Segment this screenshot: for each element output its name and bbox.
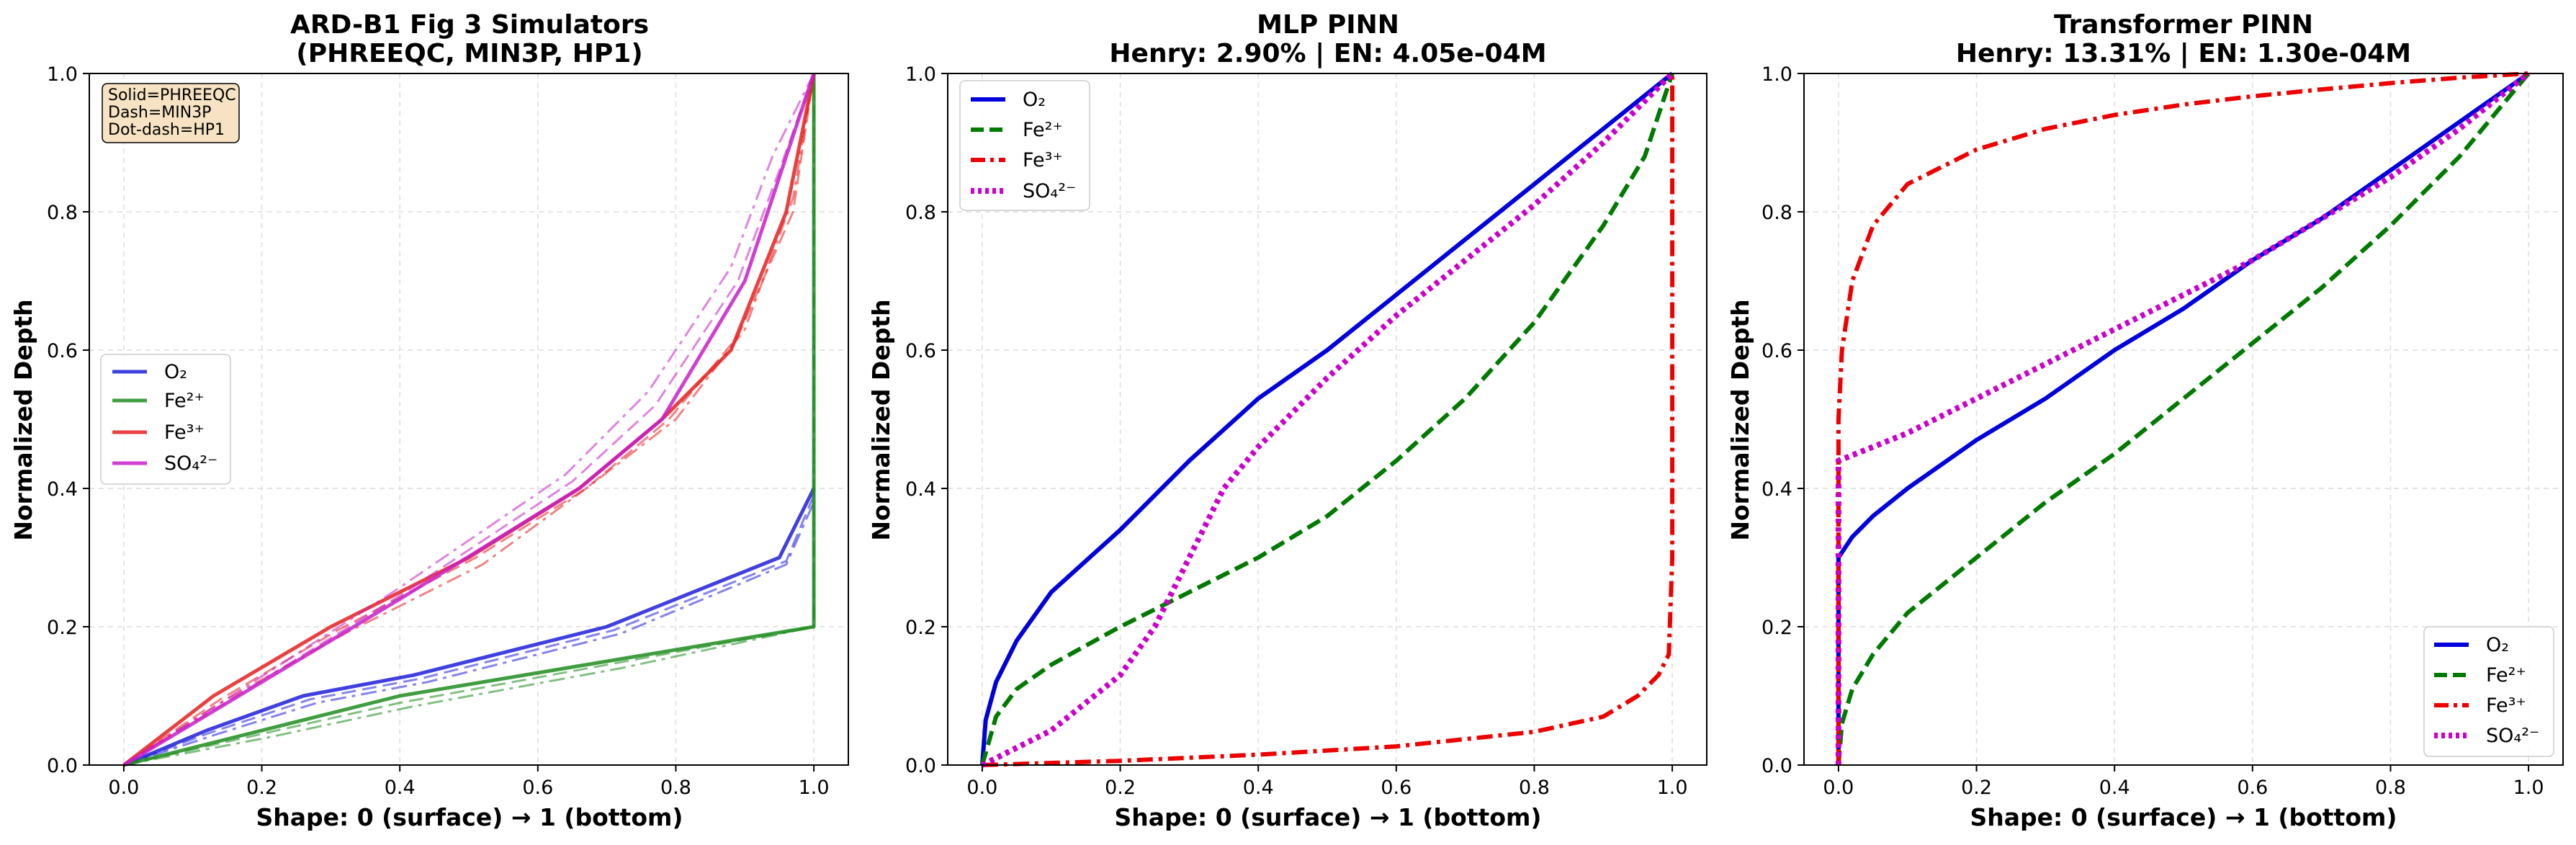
panel-simulators: ARD-B1 Fig 3 Simulators (PHREEQC, MIN3P,… — [9, 10, 849, 831]
legend: O₂ Fe²⁺ Fe³⁺ SO₄²⁻ — [2423, 626, 2554, 757]
legend-label-fe2: Fe²⁺ — [1023, 119, 1063, 141]
y-tick-label: 0.0 — [905, 755, 936, 777]
x-tick-label: 0.6 — [522, 777, 553, 799]
series-line-0 — [122, 487, 816, 767]
y-tick-label: 0.4 — [1762, 478, 1792, 501]
x-tick-label: 0.4 — [385, 777, 416, 799]
x-tick-label: 0.4 — [2099, 777, 2130, 799]
legend-label-so4: SO₄²⁻ — [2486, 725, 2539, 747]
x-axis-label: Shape: 0 (surface) → 1 (bottom) — [256, 803, 683, 831]
y-axis-label: Normalized Depth — [867, 299, 895, 540]
legend-label-fe3: Fe³⁺ — [2486, 694, 2526, 717]
y-tick-label: 0.2 — [905, 617, 936, 639]
series-line-0 — [979, 71, 1674, 766]
series-line-2 — [123, 501, 815, 766]
y-axis-label: Normalized Depth — [9, 299, 37, 540]
y-tick-label: 0.4 — [47, 478, 78, 501]
series-line-10 — [123, 73, 815, 766]
annotation-background — [102, 83, 240, 143]
x-tick-label: 0.6 — [1381, 777, 1412, 799]
series-line-1 — [123, 495, 815, 766]
x-tick-label: 0.0 — [108, 777, 139, 799]
legend-frame — [959, 80, 1090, 211]
panel-transformer-pinn: Transformer PINN Henry: 13.31% | EN: 1.3… — [1726, 10, 2564, 831]
x-tick-label: 0.2 — [246, 777, 277, 799]
y-tick-label: 0.6 — [905, 340, 936, 362]
series-line-9 — [122, 73, 816, 767]
legend-label-fe2: Fe²⁺ — [2486, 664, 2526, 687]
x-axis-label: Shape: 0 (surface) → 1 (bottom) — [1115, 803, 1542, 831]
series-line-1 — [1836, 72, 2531, 766]
legend: O₂ Fe²⁺ Fe³⁺ SO₄²⁻ — [100, 354, 231, 485]
x-tick-label: 1.0 — [1657, 777, 1688, 799]
legend-label-fe3: Fe³⁺ — [1023, 149, 1063, 171]
x-tick-label: 0.8 — [660, 777, 691, 799]
panel-mlp-pinn: MLP PINN Henry: 2.90% | EN: 4.05e-04M Sh… — [867, 10, 1707, 831]
legend-label-o2: O₂ — [1023, 89, 1046, 111]
x-tick-label: 0.2 — [1105, 777, 1136, 799]
series-line-1 — [980, 73, 1674, 766]
panel-title-line-1: ARD-B1 Fig 3 Simulators — [290, 10, 649, 40]
legend-label-fe3: Fe³⁺ — [164, 421, 205, 444]
legend-frame — [2423, 626, 2554, 757]
y-tick-label: 1.0 — [47, 63, 78, 86]
y-tick-label: 0.0 — [47, 755, 78, 777]
x-tick-label: 0.0 — [966, 777, 997, 799]
series-line-2 — [982, 73, 1675, 767]
y-tick-label: 0.2 — [1762, 617, 1792, 639]
legend-label-o2: O₂ — [164, 361, 187, 383]
series-line-5 — [123, 73, 815, 766]
y-tick-label: 1.0 — [905, 63, 936, 86]
panel-title-line-2: Henry: 13.31% | EN: 1.30e-04M — [1956, 39, 2411, 68]
annotation-box: Solid=PHREEQC Dash=MIN3P Dot-dash=HP1 — [102, 83, 240, 143]
panel-title-line-1: MLP PINN — [1257, 10, 1399, 40]
legend-label-o2: O₂ — [2486, 634, 2509, 656]
annotation-line-1: Solid=PHREEQC — [108, 86, 236, 104]
plot-frame — [1803, 73, 2564, 766]
y-tick-label: 0.6 — [1762, 340, 1792, 362]
plot-frame — [89, 73, 849, 766]
x-tick-label: 0.2 — [1961, 777, 1992, 799]
panel-title-line-2: Henry: 2.90% | EN: 4.05e-04M — [1109, 39, 1546, 68]
series-line-11 — [123, 73, 815, 766]
y-tick-label: 1.0 — [1762, 63, 1792, 86]
series-line-2 — [1836, 71, 2529, 765]
panel-title-line-2: (PHREEQC, MIN3P, HP1) — [296, 39, 643, 68]
y-tick-label: 0.0 — [1762, 755, 1792, 777]
y-tick-label: 0.6 — [47, 340, 78, 362]
x-tick-label: 0.6 — [2237, 777, 2268, 799]
legend: O₂ Fe²⁺ Fe³⁺ SO₄²⁻ — [959, 80, 1090, 211]
series-line-3 — [1835, 71, 2531, 765]
y-tick-label: 0.8 — [905, 202, 936, 224]
annotation-line-3: Dot-dash=HP1 — [108, 121, 225, 139]
legend-label-so4: SO₄²⁻ — [164, 452, 217, 475]
legend-label-fe2: Fe²⁺ — [164, 390, 205, 412]
x-tick-label: 1.0 — [2513, 777, 2544, 799]
series-line-8 — [123, 73, 815, 766]
y-axis-label: Normalized Depth — [1726, 299, 1754, 540]
panel-title-line-1: Transformer PINN — [2054, 10, 2313, 40]
y-tick-label: 0.4 — [905, 478, 936, 501]
x-axis-label: Shape: 0 (surface) → 1 (bottom) — [1970, 803, 2397, 831]
series-line-0 — [1836, 71, 2530, 765]
series-line-7 — [123, 73, 815, 766]
y-tick-label: 0.8 — [47, 202, 78, 224]
y-tick-label: 0.8 — [1762, 202, 1792, 224]
x-tick-label: 0.4 — [1243, 777, 1274, 799]
y-tick-label: 0.2 — [47, 617, 78, 639]
x-tick-label: 0.0 — [1823, 777, 1854, 799]
legend-label-so4: SO₄²⁻ — [1023, 180, 1076, 202]
x-tick-label: 0.8 — [1519, 777, 1550, 799]
series-line-3 — [981, 71, 1674, 768]
legend-frame — [100, 354, 231, 485]
annotation-line-2: Dash=MIN3P — [108, 104, 211, 122]
x-tick-label: 1.0 — [799, 777, 830, 799]
plot-frame — [947, 73, 1707, 766]
x-tick-label: 0.8 — [2375, 777, 2406, 799]
